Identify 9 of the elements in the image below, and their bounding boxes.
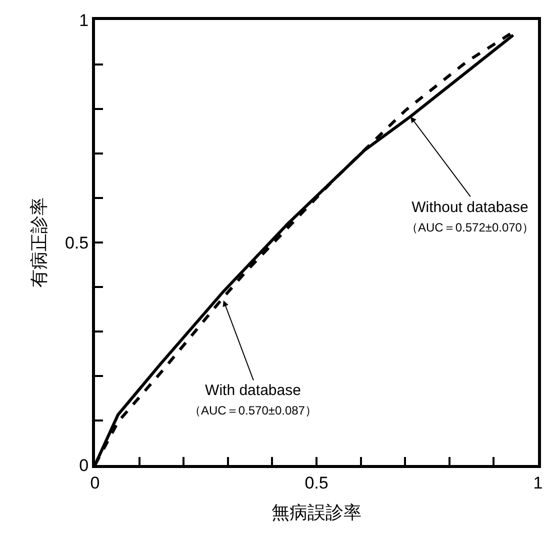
y-axis-title: 有病正診率 xyxy=(29,198,50,288)
x-tick-label: 1 xyxy=(533,473,543,492)
x-tick-label: 0.5 xyxy=(304,473,328,492)
y-tick-label: 1 xyxy=(79,10,89,30)
x-axis-title: 無病誤診率 xyxy=(272,502,362,522)
annotation: Without database （AUC＝0.572±0.070） xyxy=(406,199,534,234)
y-tick-label: 0.5 xyxy=(64,233,89,252)
annotation: With database （AUC＝0.570±0.087） xyxy=(189,382,317,418)
y-tick-label: 0 xyxy=(79,456,89,475)
